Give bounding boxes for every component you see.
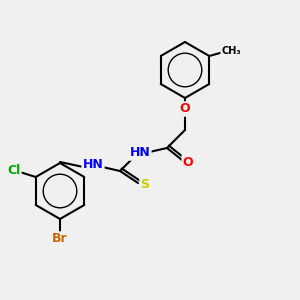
Text: Cl: Cl (7, 164, 20, 176)
Text: CH₃: CH₃ (221, 46, 241, 56)
Text: O: O (183, 155, 193, 169)
Text: S: S (140, 178, 149, 191)
Text: HN: HN (82, 158, 103, 172)
Text: HN: HN (130, 146, 150, 160)
Text: Br: Br (52, 232, 68, 245)
Text: O: O (180, 103, 190, 116)
